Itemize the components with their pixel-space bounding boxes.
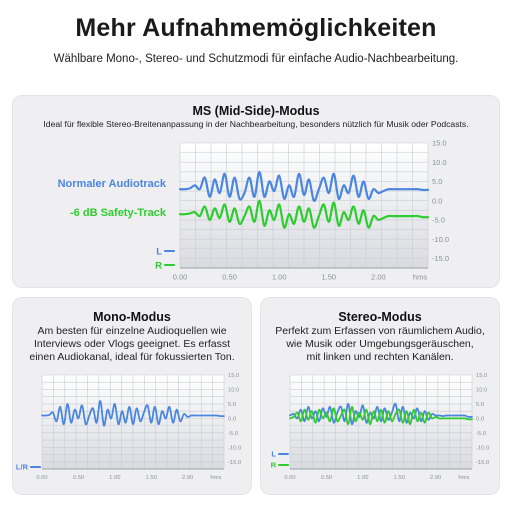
stereo-x-tick-label: 1.00: [357, 475, 368, 481]
stereo-y-tick-label: -10.0: [476, 445, 489, 451]
ms-x-tick-label: 0.50: [222, 273, 237, 282]
mono-x-tick-label: 1.50: [146, 475, 157, 481]
stereo-mode-title: Stereo-Modus: [338, 310, 422, 324]
ms-y-tick-label: -10.0: [432, 235, 449, 244]
ms-mode-desc: Ideal für flexible Stereo-Breitenanpassu…: [43, 119, 469, 129]
ms-chart: 15.0 10.0 5.0 0.0 -5.0 -10.0 -15.0 0.00 0.50 1.00…: [58, 139, 450, 282]
stereo-x-tick-label: 0.50: [321, 475, 332, 481]
stereo-mode-desc-line-1: Perfekt zum Erfassen von räumlichem Audi…: [275, 325, 485, 337]
ms-series-label-main: Normaler Audiotrack: [58, 178, 167, 190]
stereo-y-tick-label: 15.0: [476, 373, 487, 379]
mono-y-tick-label: -15.0: [228, 460, 241, 466]
stereo-mode-card: Stereo-Modus Perfekt zum Erfassen von rä…: [260, 297, 500, 495]
stereo-mode-desc-line-3: mit linken und rechten Kanälen.: [306, 351, 454, 363]
ms-y-tick-label: -15.0: [432, 254, 449, 263]
mono-mode-desc-line-3: einen Audiokanal, ideal für fokussierten…: [29, 351, 235, 363]
ms-x-tick-label: 1.00: [272, 273, 287, 282]
ms-y-tick-label: -5.0: [432, 216, 445, 225]
ms-x-tick-label: 1.50: [321, 273, 336, 282]
mono-mode-desc-line-2: Interviews oder Vlogs geeignet. Es erfas…: [33, 338, 231, 350]
ms-x-unit-label: hms: [413, 273, 427, 282]
stereo-legend-r-label: R: [271, 461, 277, 470]
stereo-y-tick-label: -15.0: [476, 460, 489, 466]
mono-chart: 15.0 10.0 5.0 0.0 -5.0 -10.0 -15.0 0.00 0.50 1.00…: [16, 373, 241, 481]
mono-mode-title: Mono-Modus: [93, 310, 171, 324]
stereo-y-tick-label: -5.0: [476, 431, 486, 437]
mono-y-tick-label: 5.0: [228, 402, 236, 408]
mono-y-tick-label: 10.0: [228, 387, 239, 393]
stereo-x-tick-label: 2.00: [430, 475, 441, 481]
ms-mode-title: MS (Mid-Side)-Modus: [192, 104, 320, 118]
mono-series-line-1: [41, 400, 225, 427]
mono-y-tick-label: -5.0: [228, 431, 238, 437]
ms-legend-l-label: L: [156, 246, 162, 257]
stereo-y-tick-label: 0.0: [476, 416, 484, 422]
mono-y-tick-label: 15.0: [228, 373, 239, 379]
mono-x-unit-label: hms: [211, 475, 222, 481]
mono-y-tick-label: 0.0: [228, 416, 236, 422]
stereo-chart: 15.0 10.0 5.0 0.0 -5.0 -10.0 -15.0 0.00 0.50 1.00…: [271, 373, 490, 481]
page-subtitle: Wählbare Mono-, Stereo- und Schutzmodi f…: [53, 53, 459, 65]
stereo-series-line-1: [289, 402, 473, 426]
stereo-y-tick-label: 10.0: [476, 387, 487, 393]
ms-x-tick-label: 0.00: [173, 273, 188, 282]
mono-x-tick-label: 2.00: [182, 475, 193, 481]
page-title: Mehr Aufnahmemöglichkeiten: [75, 14, 437, 42]
ms-y-tick-label: 5.0: [432, 177, 442, 186]
stereo-x-unit-label: hms: [459, 475, 470, 481]
stereo-series-line-2: [289, 405, 473, 426]
ms-mode-card: MS (Mid-Side)-Modus Ideal für flexible S…: [12, 95, 500, 288]
ms-legend-r-label: R: [155, 260, 162, 271]
ms-y-tick-label: 10.0: [432, 158, 447, 167]
ms-series-line-1: [178, 170, 430, 202]
mono-x-tick-label: 0.00: [36, 475, 47, 481]
stereo-y-tick-label: 5.0: [476, 402, 484, 408]
stereo-mode-desc-line-2: wie Musik oder Umgebungsgeräuschen,: [286, 338, 474, 350]
ms-x-tick-label: 2.00: [371, 273, 386, 282]
mono-legend-lr-label: L/R: [16, 463, 29, 472]
ms-y-tick-label: 15.0: [432, 139, 447, 148]
stereo-x-tick-label: 0.00: [284, 475, 295, 481]
stereo-legend-l-label: L: [271, 450, 276, 459]
ms-y-tick-label: 0.0: [432, 196, 442, 205]
mono-y-tick-label: -10.0: [228, 445, 241, 451]
ms-series-line-2: [178, 199, 430, 229]
mono-mode-desc-line-1: Am besten für einzelne Audioquellen wie: [37, 325, 227, 337]
mono-x-tick-label: 1.00: [109, 475, 120, 481]
stereo-x-tick-label: 1.50: [394, 475, 405, 481]
mono-mode-card: Mono-Modus Am besten für einzelne Audioq…: [12, 297, 252, 495]
mono-x-tick-label: 0.50: [73, 475, 84, 481]
ms-series-label-safety: -6 dB Safety-Track: [70, 207, 167, 219]
